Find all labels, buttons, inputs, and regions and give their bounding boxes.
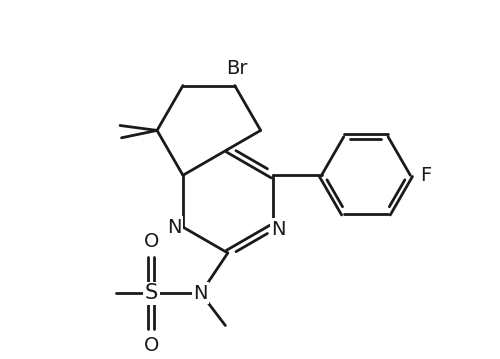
- Text: O: O: [144, 336, 159, 355]
- Text: Br: Br: [226, 59, 248, 78]
- Text: S: S: [144, 283, 158, 303]
- Text: N: N: [272, 220, 286, 239]
- Text: N: N: [168, 218, 182, 237]
- Text: N: N: [194, 284, 208, 303]
- Text: F: F: [420, 166, 432, 185]
- Text: O: O: [144, 232, 159, 251]
